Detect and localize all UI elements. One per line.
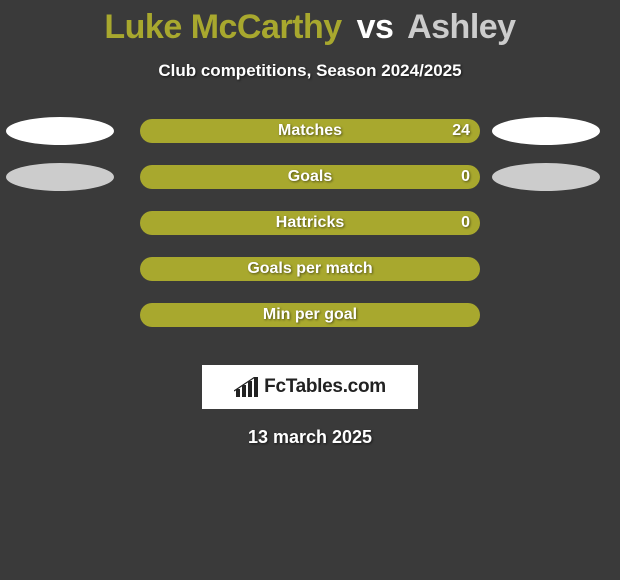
logo-fc: Fc bbox=[264, 376, 286, 397]
stat-row: Min per goal bbox=[0, 303, 620, 349]
stat-label: Min per goal bbox=[263, 306, 357, 324]
player1-name: Luke McCarthy bbox=[104, 8, 341, 46]
player2-name: Ashley bbox=[407, 8, 516, 46]
stat-bar: Goals per match bbox=[140, 257, 480, 281]
stat-bar: Hattricks 0 bbox=[140, 211, 480, 235]
ellipse-left-icon bbox=[6, 117, 114, 145]
stat-value-right: 0 bbox=[461, 168, 470, 186]
stat-bar: Goals 0 bbox=[140, 165, 480, 189]
stat-value-right: 0 bbox=[461, 214, 470, 232]
logo-text: FcTables.com bbox=[264, 376, 386, 398]
ellipse-left-icon bbox=[6, 163, 114, 191]
stat-label: Goals per match bbox=[247, 260, 372, 278]
stat-row: Matches 24 bbox=[0, 119, 620, 165]
stat-value-right: 24 bbox=[452, 122, 470, 140]
stat-bar: Matches 24 bbox=[140, 119, 480, 143]
stat-label: Goals bbox=[288, 168, 332, 186]
comparison-title: Luke McCarthy vs Ashley bbox=[0, 0, 620, 47]
stat-rows: Matches 24 Goals 0 Hattricks 0 Goals per… bbox=[0, 119, 620, 349]
bar-chart-icon bbox=[234, 377, 260, 397]
ellipse-right-icon bbox=[492, 117, 600, 145]
fctables-logo: FcTables.com bbox=[202, 365, 418, 409]
stat-bar: Min per goal bbox=[140, 303, 480, 327]
logo-rest: Tables.com bbox=[286, 376, 386, 397]
vs-text: vs bbox=[357, 8, 394, 46]
stat-label: Hattricks bbox=[276, 214, 344, 232]
stat-row: Goals 0 bbox=[0, 165, 620, 211]
stat-row: Goals per match bbox=[0, 257, 620, 303]
ellipse-right-icon bbox=[492, 163, 600, 191]
date-label: 13 march 2025 bbox=[0, 427, 620, 448]
stat-label: Matches bbox=[278, 122, 342, 140]
subtitle: Club competitions, Season 2024/2025 bbox=[0, 61, 620, 81]
stat-row: Hattricks 0 bbox=[0, 211, 620, 257]
